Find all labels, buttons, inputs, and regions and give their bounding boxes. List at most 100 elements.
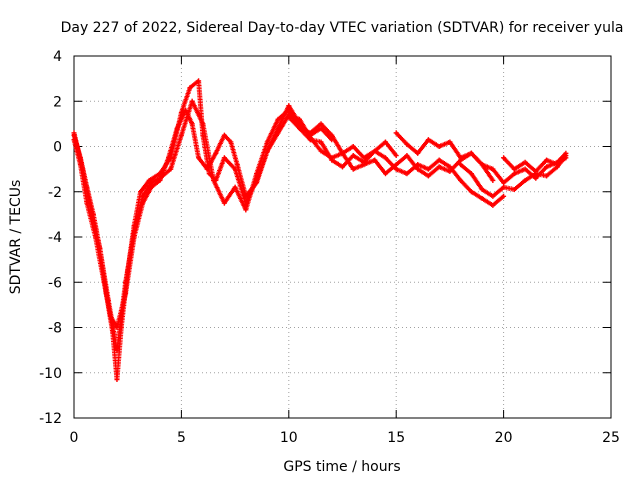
data-point bbox=[329, 132, 335, 138]
data-point bbox=[200, 121, 206, 127]
data-point bbox=[140, 193, 146, 199]
data-point bbox=[204, 166, 210, 172]
data-point bbox=[447, 168, 453, 174]
data-point bbox=[447, 139, 453, 145]
data-point bbox=[393, 153, 399, 159]
x-tick-label: 5 bbox=[177, 430, 186, 446]
data-point bbox=[318, 139, 324, 145]
grid-lines bbox=[74, 56, 611, 418]
x-tick-label: 10 bbox=[280, 430, 298, 446]
data-point bbox=[206, 171, 212, 177]
y-tick-label: -10 bbox=[39, 366, 62, 382]
data-point bbox=[329, 157, 335, 163]
data-point bbox=[458, 155, 464, 161]
data-point bbox=[80, 166, 86, 172]
data-point bbox=[393, 130, 399, 136]
series-satellite-track-3 bbox=[71, 98, 507, 353]
data-point bbox=[211, 177, 217, 183]
data-point bbox=[436, 144, 442, 149]
data-point bbox=[393, 162, 399, 168]
data-point bbox=[234, 162, 240, 168]
data-point bbox=[254, 171, 260, 177]
data-point bbox=[522, 159, 528, 165]
y-tick-label: -8 bbox=[48, 321, 62, 337]
series-satellite-track-6 bbox=[458, 153, 569, 199]
data-point bbox=[522, 177, 528, 183]
y-tick-label: -4 bbox=[48, 230, 62, 246]
data-point bbox=[511, 166, 517, 172]
data-point bbox=[318, 148, 324, 154]
data-point bbox=[97, 245, 103, 251]
data-point bbox=[196, 78, 202, 84]
data-point bbox=[123, 279, 129, 285]
data-point bbox=[340, 164, 345, 170]
data-point bbox=[554, 162, 560, 168]
y-tick-label: -6 bbox=[48, 275, 62, 291]
data-point bbox=[275, 130, 281, 136]
data-point bbox=[264, 139, 270, 145]
data-point bbox=[490, 202, 496, 208]
series-trace bbox=[71, 98, 505, 353]
x-tick-label: 0 bbox=[70, 430, 79, 446]
data-point bbox=[522, 166, 528, 172]
data-point bbox=[544, 173, 550, 179]
data-point bbox=[148, 180, 154, 186]
y-tick-label: 0 bbox=[53, 140, 62, 156]
data-point bbox=[382, 155, 388, 161]
data-point bbox=[425, 173, 431, 179]
data-point bbox=[490, 166, 496, 172]
tick-labels: 0 5 10 15 20 25 -12 -10 -8 -6 -4 -2 0 2 4 bbox=[39, 49, 620, 446]
data-point bbox=[189, 121, 195, 127]
data-point bbox=[382, 171, 388, 177]
data-point bbox=[425, 137, 431, 143]
data-point bbox=[468, 150, 474, 156]
data-point bbox=[157, 175, 163, 181]
x-tick-label: 15 bbox=[387, 430, 405, 446]
data-point bbox=[404, 153, 410, 159]
data-point bbox=[350, 144, 356, 149]
data-point bbox=[221, 200, 227, 206]
data-point bbox=[511, 186, 517, 192]
data-point bbox=[479, 196, 485, 202]
data-point bbox=[221, 155, 227, 161]
data-point bbox=[350, 166, 356, 172]
data-point bbox=[114, 377, 120, 383]
data-point bbox=[350, 153, 356, 159]
data-point bbox=[71, 130, 77, 136]
y-tick-label: -2 bbox=[48, 185, 62, 201]
data-point bbox=[340, 150, 345, 156]
data-point bbox=[318, 121, 324, 127]
data-point bbox=[138, 189, 144, 195]
data-point bbox=[404, 141, 410, 147]
data-point bbox=[372, 148, 378, 154]
data-point bbox=[468, 171, 474, 177]
data-point bbox=[307, 137, 313, 143]
data-point bbox=[286, 107, 292, 113]
series-satellite-track-7 bbox=[501, 155, 569, 174]
data-point bbox=[88, 207, 94, 213]
data-point bbox=[297, 125, 303, 131]
data-point bbox=[286, 114, 292, 120]
data-point bbox=[458, 177, 464, 183]
chart-title: Day 227 of 2022, Sidereal Day-to-day VTE… bbox=[61, 20, 624, 36]
data-point bbox=[243, 207, 249, 213]
data-point bbox=[393, 166, 399, 172]
data-point bbox=[307, 130, 313, 136]
data-point bbox=[501, 155, 507, 161]
data-point bbox=[382, 139, 388, 145]
data-point bbox=[479, 186, 485, 192]
data-point bbox=[297, 116, 303, 122]
data-point bbox=[105, 297, 111, 303]
data-point bbox=[275, 116, 281, 122]
data-point bbox=[490, 193, 496, 199]
data-point bbox=[501, 180, 507, 186]
data-point bbox=[544, 157, 550, 163]
data-point bbox=[415, 150, 421, 156]
series-trace bbox=[71, 107, 398, 330]
data-point bbox=[84, 200, 90, 206]
data-point bbox=[436, 164, 442, 170]
data-point bbox=[178, 132, 184, 138]
data-point bbox=[415, 166, 421, 172]
data-point bbox=[544, 164, 550, 170]
